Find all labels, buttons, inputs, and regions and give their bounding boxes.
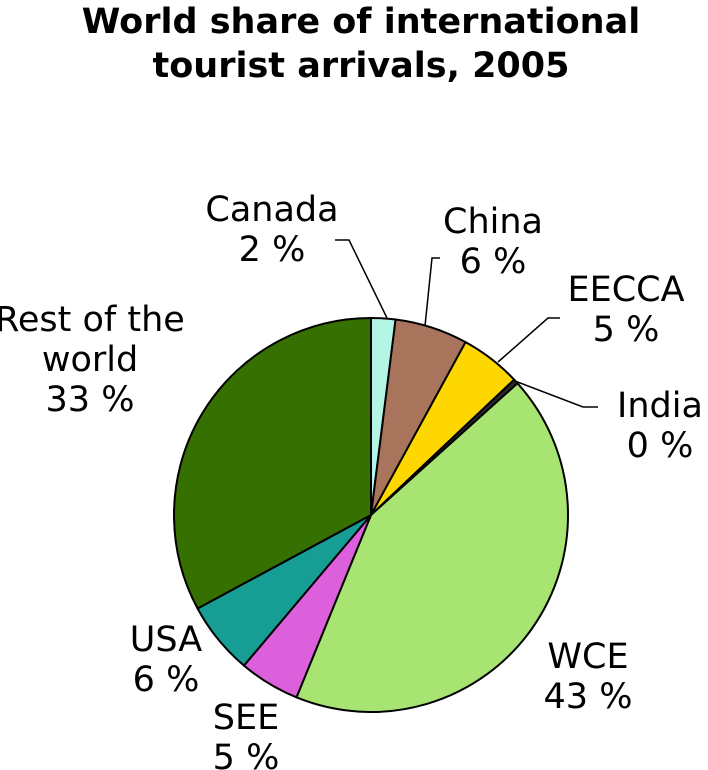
category-label: India [617,386,703,426]
slice-label: Canada 2 % [172,190,372,270]
slice-label: USA 6 % [106,620,226,700]
value-label: 6 % [132,660,200,700]
value-label: 5 % [212,738,280,770]
value-label: 0 % [626,426,694,466]
value-label: 2 % [238,230,306,270]
pie-slice [295,381,569,713]
slice-label: India 0 % [600,386,708,466]
slice-label: SEE 5 % [186,698,306,770]
leader-line [335,239,388,319]
value-label: 43 % [543,677,633,717]
slice-label: EECCA 5 % [546,270,706,350]
slice-label: China 6 % [413,202,573,282]
category-label: EECCA [567,270,685,310]
category-label: USA [129,620,203,660]
category-label: China [443,202,543,242]
leader-line [497,317,560,363]
slice-label: Rest of the world 33 % [0,300,190,420]
category-label: SEE [212,698,280,738]
pie-slice [173,316,372,610]
slice-label: WCE 43 % [528,637,648,717]
value-label: 5 % [592,310,660,350]
leader-line [424,257,440,327]
chart-title: World share of international tourist arr… [81,2,641,86]
value-label: 33 % [45,380,135,420]
leader-line [514,380,598,408]
category-label: WCE [547,637,629,677]
category-label: Rest of the world [0,300,185,380]
category-label: Canada [205,190,339,230]
value-label: 6 % [459,242,527,282]
